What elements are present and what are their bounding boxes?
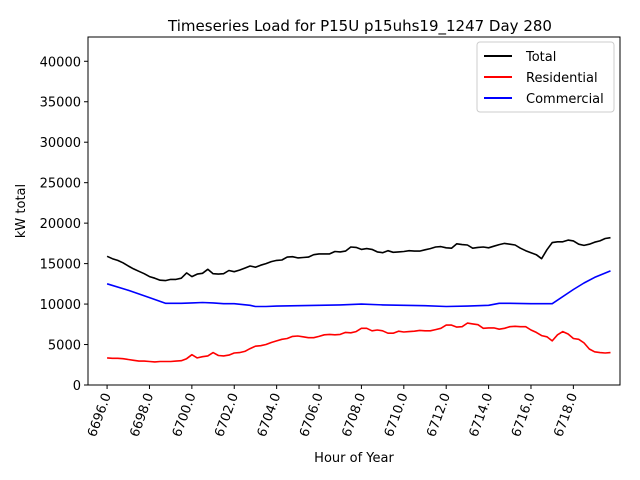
y-axis-label: kW total xyxy=(14,184,29,238)
chart-title: Timeseries Load for P15U p15uhs19_1247 D… xyxy=(167,17,552,36)
y-tick-label: 10000 xyxy=(40,298,81,313)
y-tick-label: 35000 xyxy=(40,96,81,111)
legend-label-residential: Residential xyxy=(526,71,598,86)
y-tick-label: 0 xyxy=(73,379,81,394)
plot-frame xyxy=(87,36,621,386)
series-line-residential xyxy=(107,322,611,363)
x-axis-label: Hour of Year xyxy=(314,451,394,466)
legend: Total Residential Commercial xyxy=(476,41,615,113)
y-tick-label: 40000 xyxy=(40,55,81,70)
y-axis: 0 5000 10000 15000 20000 25000 30000 35000 40000 xyxy=(40,55,88,394)
legend-entries: Total Residential Commercial xyxy=(484,50,604,107)
series-line-total xyxy=(106,236,611,282)
series-line-commercial xyxy=(106,270,611,308)
y-tick-label: 15000 xyxy=(40,258,81,273)
y-tick-label: 25000 xyxy=(40,177,81,192)
series-layer xyxy=(106,236,611,363)
y-tick-label: 30000 xyxy=(40,136,81,151)
legend-label-commercial: Commercial xyxy=(526,92,604,107)
legend-box xyxy=(476,41,615,113)
y-tick-label: 5000 xyxy=(48,339,81,354)
y-tick-label: 20000 xyxy=(40,217,81,232)
legend-label-total: Total xyxy=(525,50,556,65)
